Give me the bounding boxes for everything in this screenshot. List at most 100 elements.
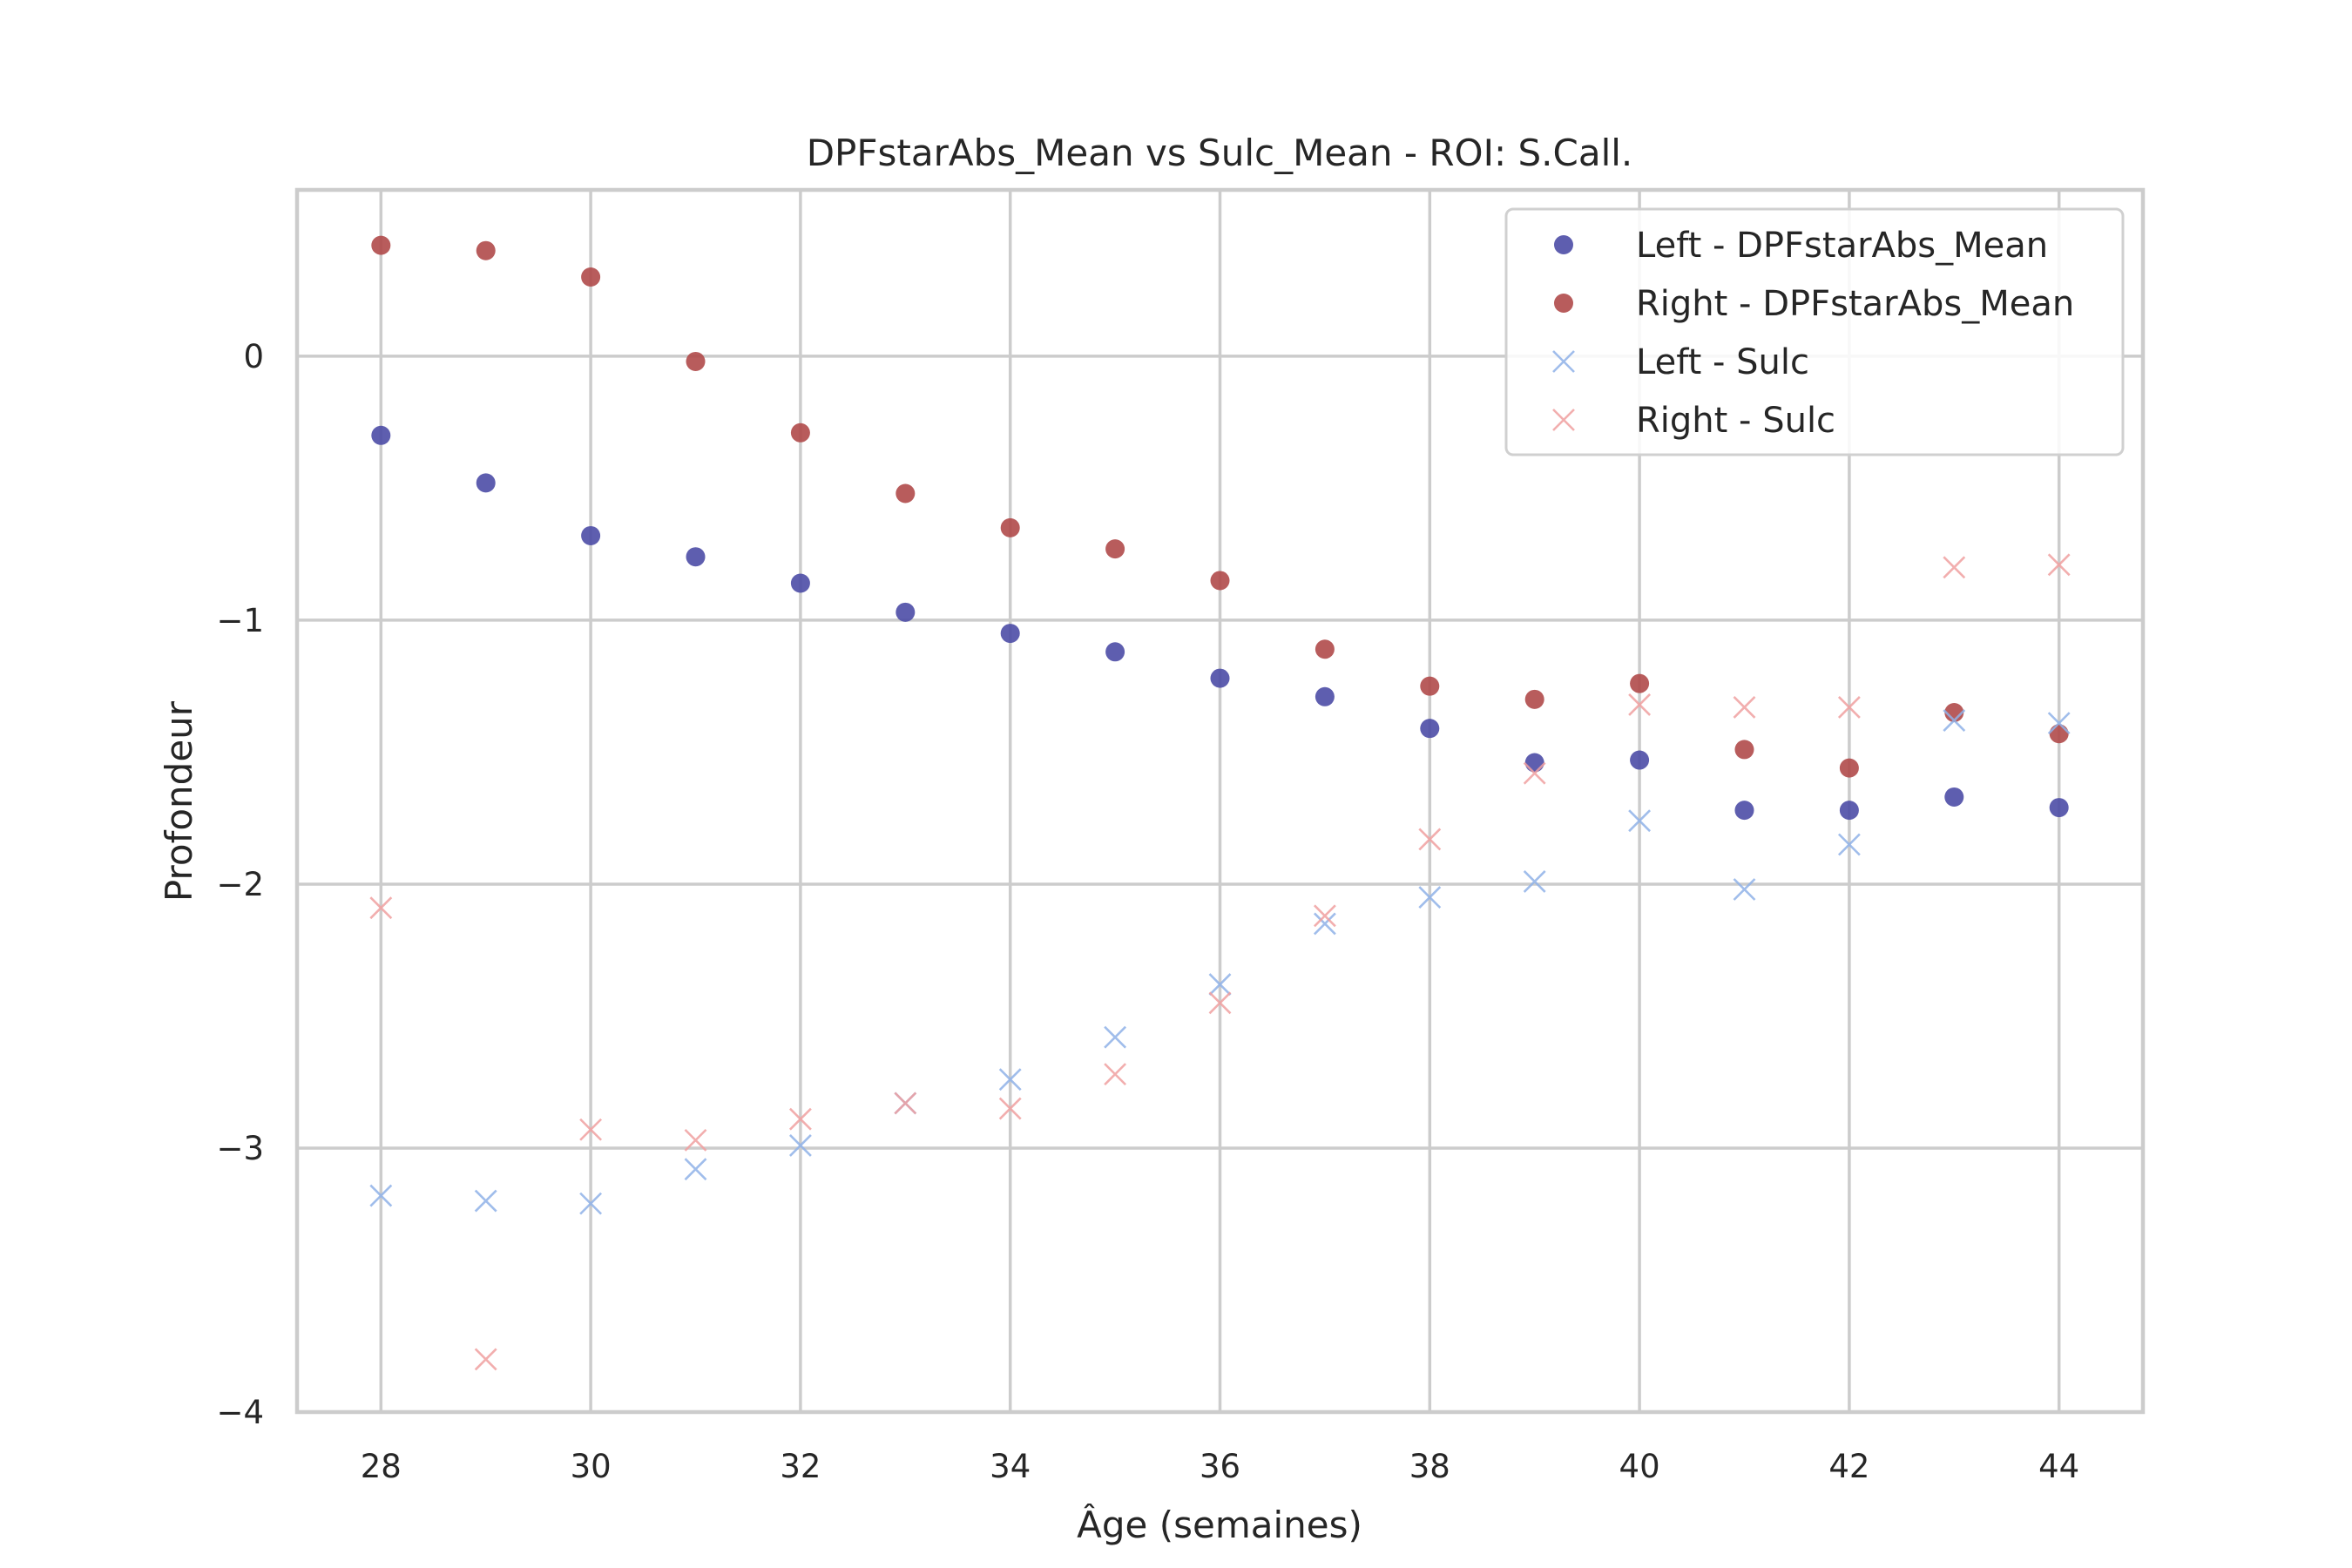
tick-labels: 28 30 32 34 36 38 40 42 44 0 −1 −2 −3 −4 [216, 338, 2079, 1485]
data-point [1523, 761, 1546, 785]
data-point [1105, 642, 1125, 662]
data-point [1313, 904, 1336, 928]
data-point [1733, 878, 1756, 901]
x-tick-label: 32 [780, 1448, 821, 1485]
data-point [369, 1184, 393, 1207]
x-tick-label: 38 [1409, 1448, 1450, 1485]
chart-title: DPFstarAbs_Mean vs Sulc_Mean - ROI: S.Ca… [807, 132, 1633, 174]
legend-label: Left - DPFstarAbs_Mean [1636, 226, 2048, 266]
y-tick-label: 0 [243, 338, 264, 375]
data-point [1734, 801, 1754, 821]
data-point [1420, 719, 1440, 739]
x-tick-label: 28 [361, 1448, 402, 1485]
data-point [1943, 556, 1966, 579]
data-points [369, 235, 2071, 1371]
data-point [1418, 886, 1442, 909]
x-tick-label: 44 [2038, 1448, 2079, 1485]
data-point [2049, 724, 2069, 744]
data-point [2047, 712, 2071, 735]
data-point [896, 602, 916, 622]
legend-marker [1552, 350, 1575, 373]
series-3 [369, 553, 2071, 1371]
data-point [371, 235, 391, 255]
data-point [1104, 1025, 1127, 1049]
legend-label: Left - Sulc [1636, 342, 1809, 382]
data-point [1943, 709, 1966, 732]
data-point [684, 1158, 707, 1181]
data-point [1630, 750, 1650, 770]
data-point [579, 1118, 603, 1141]
data-point [476, 240, 496, 260]
y-tick-label: −1 [216, 602, 264, 639]
data-point [790, 573, 810, 593]
legend-marker [1554, 294, 1573, 313]
data-point [1733, 696, 1756, 719]
data-point [371, 425, 391, 445]
data-point [1839, 801, 1859, 821]
x-tick-label: 30 [571, 1448, 612, 1485]
legend-box [1504, 207, 2125, 456]
data-point [1313, 912, 1336, 936]
x-axis-label: Âge (semaines) [1077, 1503, 1362, 1546]
data-point [1944, 787, 1964, 807]
data-point [1420, 676, 1440, 696]
data-point [1315, 686, 1335, 706]
data-point [474, 1348, 497, 1371]
data-point [1837, 833, 1861, 856]
data-point [686, 351, 706, 371]
legend-marker [1552, 409, 1575, 431]
data-point [894, 1092, 917, 1115]
x-tick-label: 34 [990, 1448, 1031, 1485]
y-axis-label: Profondeur [158, 700, 200, 902]
data-point [788, 1107, 812, 1131]
data-point [369, 896, 393, 920]
data-point [1628, 809, 1652, 833]
data-point [581, 525, 601, 545]
y-tick-label: −4 [216, 1394, 264, 1431]
data-point [476, 473, 496, 493]
data-point [1210, 571, 1230, 591]
data-point [998, 1097, 1022, 1120]
data-point [686, 547, 706, 567]
data-point [998, 1068, 1022, 1092]
data-point [1524, 753, 1544, 773]
data-point [1104, 1063, 1127, 1086]
data-point [1208, 991, 1232, 1015]
data-point [1944, 702, 1964, 722]
legend-marker [1554, 235, 1573, 254]
data-point [1630, 673, 1650, 693]
y-tick-label: −3 [216, 1130, 264, 1167]
data-point [788, 1134, 812, 1157]
data-point [684, 1128, 707, 1152]
legend-items: Left - DPFstarAbs_Mean Right - DPFstarAbs… [1552, 226, 2074, 441]
data-point [1208, 973, 1232, 997]
x-tick-label: 42 [1828, 1448, 1869, 1485]
x-tick-label: 36 [1200, 1448, 1240, 1485]
data-point [1418, 828, 1442, 851]
data-point [1524, 689, 1544, 709]
legend: Left - DPFstarAbs_Mean Right - DPFstarAbs… [1504, 207, 2125, 456]
data-point [1210, 668, 1230, 688]
data-point [790, 422, 810, 443]
series-0 [371, 425, 2069, 821]
y-tick-label: −2 [216, 866, 264, 903]
data-point [896, 483, 916, 504]
series-1 [371, 235, 2069, 778]
data-point [1000, 517, 1020, 537]
plot-frame [294, 187, 2146, 1415]
x-tick-label: 40 [1619, 1448, 1660, 1485]
data-point [1837, 696, 1861, 719]
data-point [1628, 693, 1652, 716]
data-point [2047, 553, 2071, 577]
data-point [1315, 639, 1335, 659]
data-point [579, 1192, 603, 1215]
legend-label: Right - Sulc [1636, 401, 1835, 441]
data-point [1000, 624, 1020, 644]
data-point [581, 267, 601, 287]
data-point [1105, 539, 1125, 559]
data-point [1523, 870, 1546, 893]
data-point [2049, 798, 2069, 818]
data-point [1839, 758, 1859, 778]
data-point [1734, 740, 1754, 760]
